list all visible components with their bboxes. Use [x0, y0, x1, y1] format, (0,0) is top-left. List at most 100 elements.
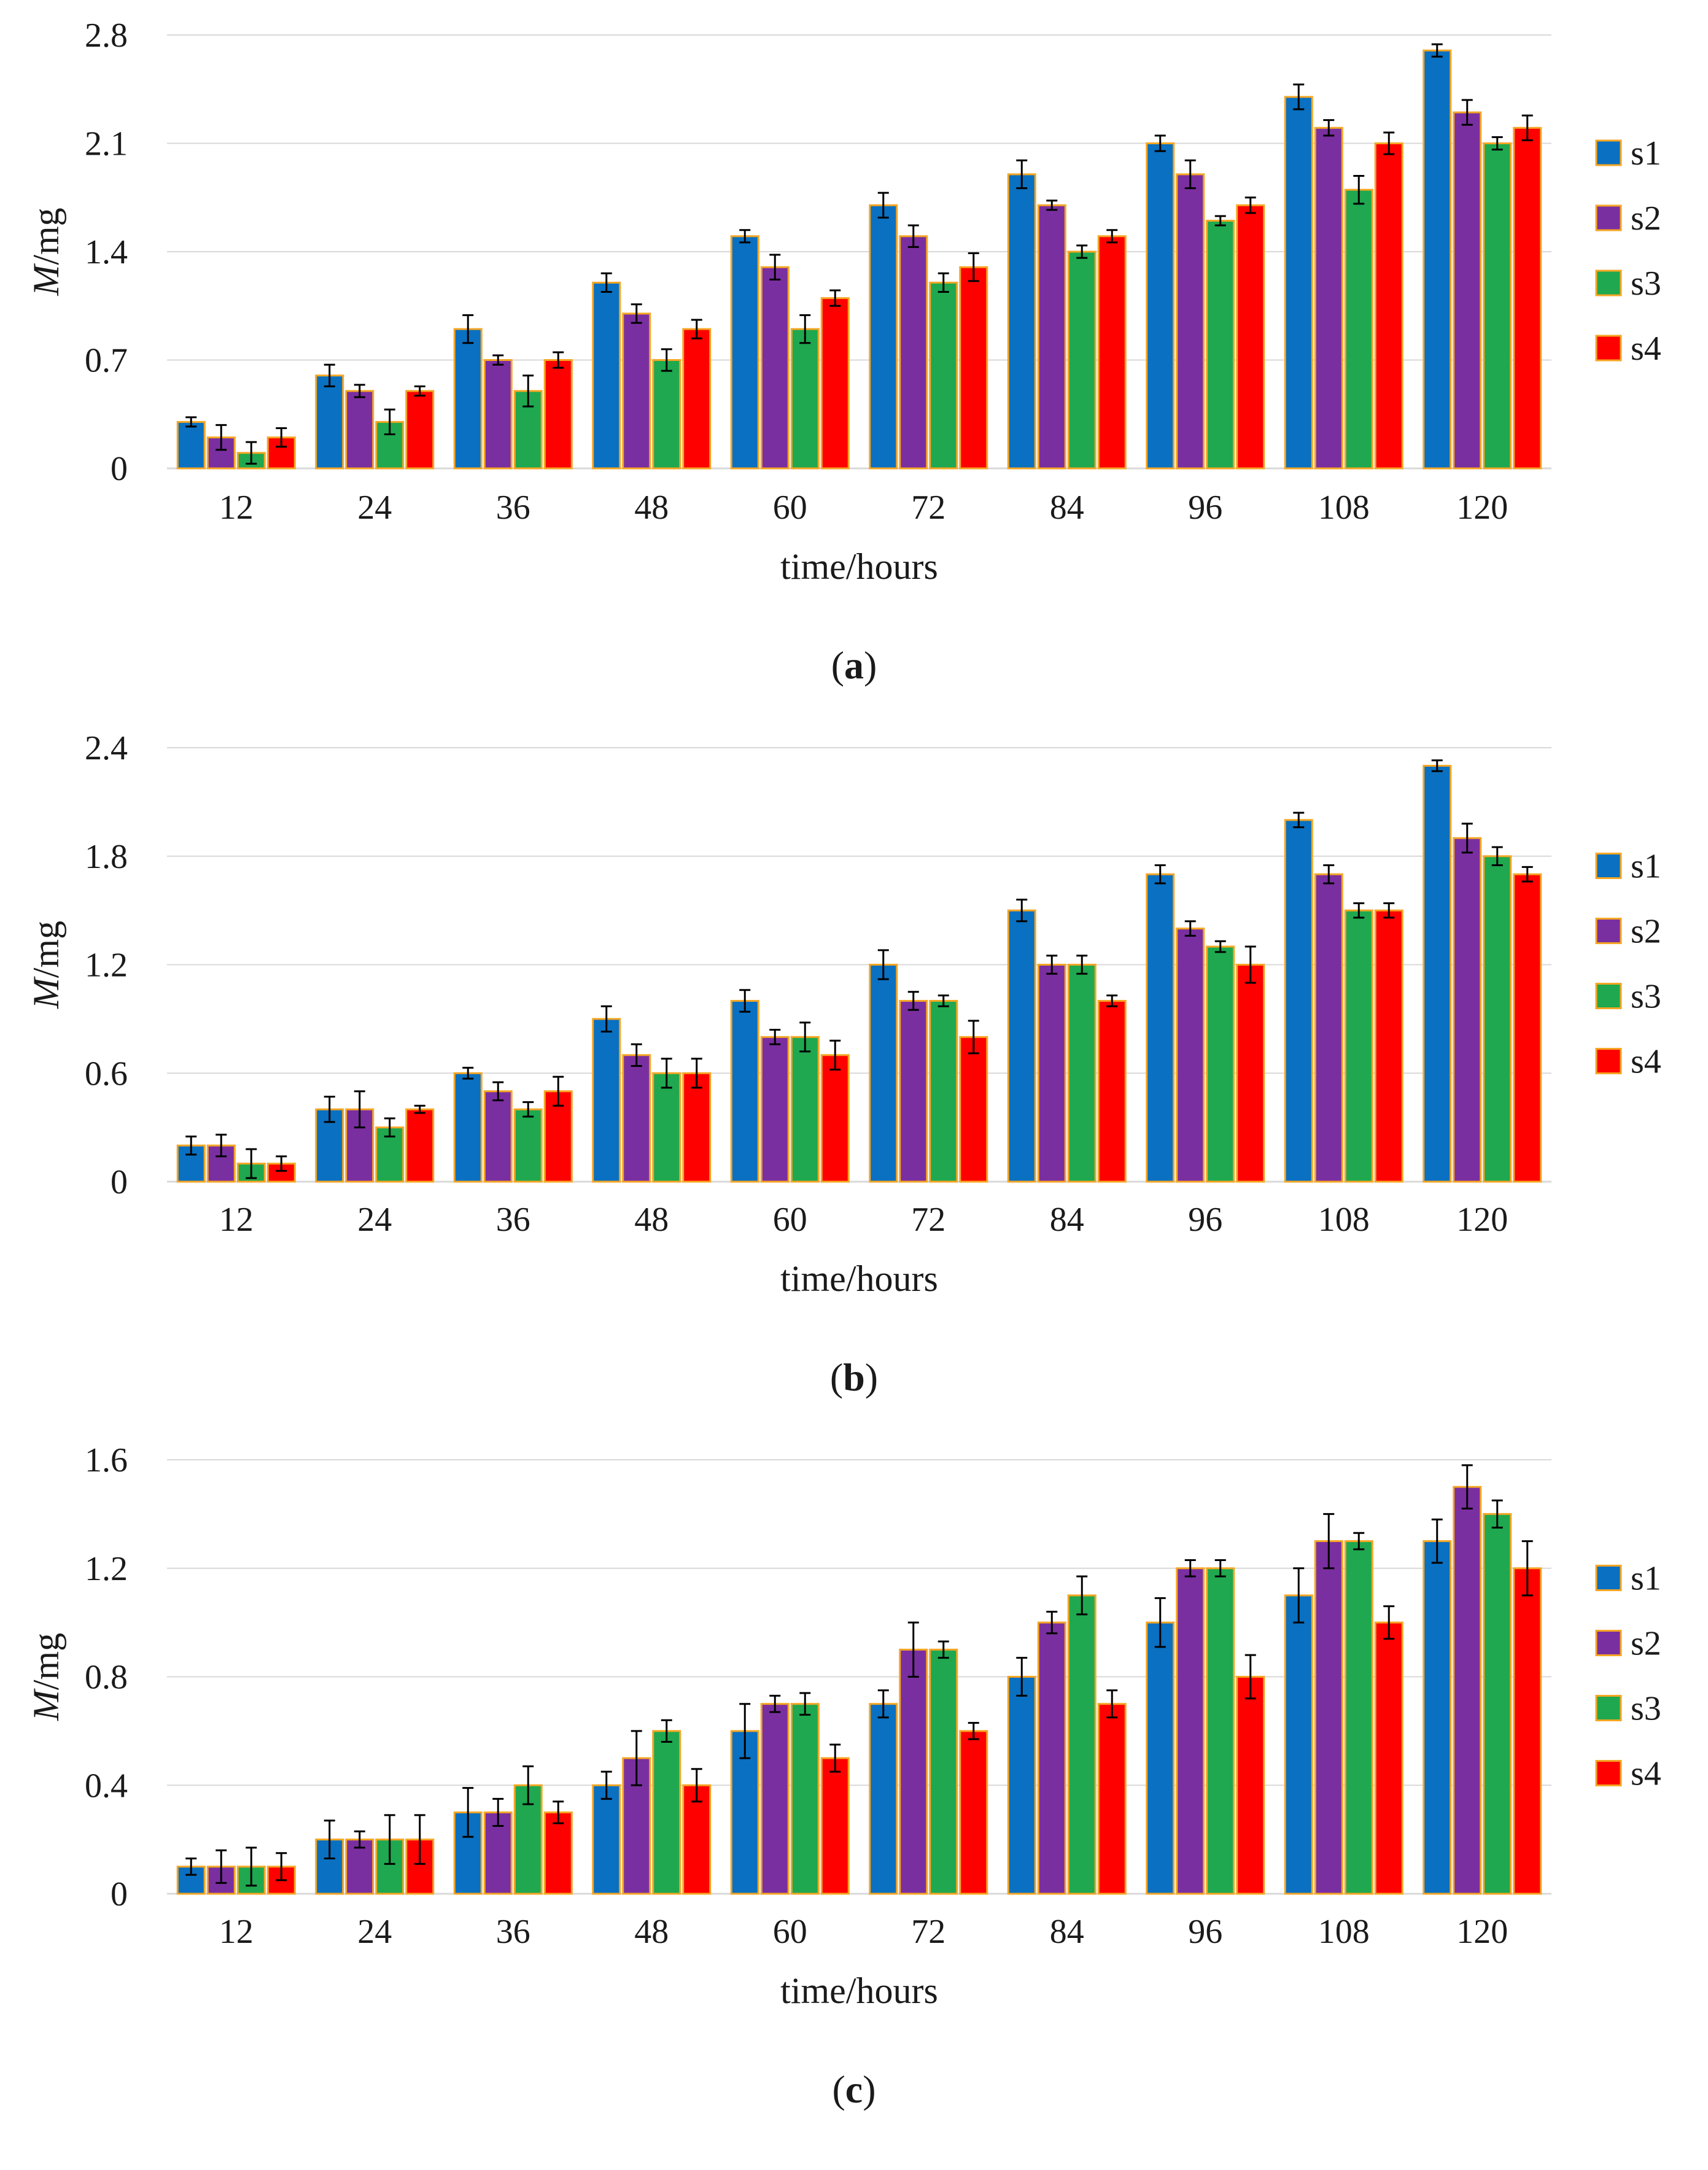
bar-s1-120 — [1423, 1540, 1452, 1895]
legend-label-s2: s2 — [1631, 1625, 1661, 1663]
bar-s2-120 — [1453, 837, 1482, 1183]
caption-letter: a — [844, 643, 864, 687]
bar-s4-36 — [543, 1090, 573, 1183]
caption-paren-close: ) — [865, 1355, 878, 1399]
legend: s1 s2 s3 s4 — [1595, 848, 1661, 1081]
y-tick-label: 1.2 — [85, 947, 128, 985]
bar-s1-120 — [1423, 49, 1452, 470]
x-tick-label: 72 — [911, 489, 945, 527]
bar-s3-96 — [1206, 1567, 1235, 1895]
bar-s1-96 — [1146, 1621, 1175, 1895]
caption-letter: b — [843, 1355, 865, 1399]
y-tick-label: 0.4 — [85, 1767, 128, 1805]
bar-s3-84 — [1067, 1594, 1097, 1895]
y-axis-label-symbol: M — [26, 976, 66, 1009]
bar-s4-36 — [543, 359, 573, 470]
x-tick-label: 24 — [357, 1913, 392, 1951]
caption-paren-open: ( — [831, 643, 844, 687]
bar-s3-36 — [513, 1108, 543, 1183]
bar-s3-108 — [1344, 1540, 1373, 1895]
bar-s2-24 — [345, 390, 375, 470]
x-tick-label: 36 — [496, 489, 530, 527]
bar-s4-48 — [682, 1072, 712, 1183]
x-tick-label: 60 — [773, 1201, 807, 1239]
caption-paren-close: ) — [864, 643, 877, 687]
bar-s2-48 — [622, 1054, 651, 1183]
bar-s2-84 — [1037, 1621, 1066, 1895]
legend-label-s2: s2 — [1631, 913, 1661, 951]
x-tick-label: 96 — [1188, 1201, 1222, 1239]
chart-panel-b: 0 0.6 1.2 1.8 2.4 12 24 36 48 60 72 84 96 108 120 time/… — [26, 729, 1661, 1399]
y-tick-label: 0.8 — [85, 1659, 128, 1697]
x-tick-label: 72 — [911, 1201, 945, 1239]
bar-s1-84 — [1007, 173, 1036, 470]
bar-s1-96 — [1146, 142, 1175, 470]
bar-s2-96 — [1176, 173, 1205, 470]
bar-s2-72 — [899, 1648, 928, 1895]
bar-s2-48 — [622, 312, 651, 470]
legend-label-s4: s4 — [1631, 330, 1661, 368]
legend-label-s3: s3 — [1631, 978, 1661, 1016]
x-tick-label: 36 — [496, 1201, 530, 1239]
y-axis-label-unit: /mg — [26, 1633, 66, 1690]
bar-s3-60 — [790, 328, 820, 470]
bar-s1-108 — [1284, 819, 1313, 1183]
bar-s1-108 — [1284, 1594, 1313, 1895]
bar-s4-24 — [405, 390, 435, 470]
bar-s4-72 — [959, 1730, 988, 1895]
caption-paren-open: ( — [832, 2067, 845, 2111]
legend-swatch-s1 — [1595, 1565, 1622, 1591]
bar-s2-36 — [483, 359, 513, 470]
bar-s4-24 — [405, 1108, 435, 1183]
y-axis-label-symbol: M — [26, 263, 66, 296]
legend: s1 s2 s3 s4 — [1595, 134, 1661, 368]
legend-label-s1: s1 — [1631, 848, 1661, 886]
bar-s1-72 — [869, 204, 898, 470]
legend-label-s4: s4 — [1631, 1043, 1661, 1081]
bar-s3-84 — [1067, 964, 1097, 1183]
chart-panel-c: 0 0.4 0.8 1.2 1.6 12 24 36 48 60 72 84 96 108 120 time/… — [26, 1441, 1661, 2111]
y-axis-label-unit: /mg — [26, 921, 66, 978]
bar-s4-72 — [959, 1036, 988, 1183]
panel-caption: (a) — [831, 643, 877, 687]
bar-s4-84 — [1097, 1703, 1127, 1895]
legend-label-s1: s1 — [1631, 134, 1661, 172]
legend-swatch-s4 — [1595, 1760, 1622, 1786]
bar-s4-60 — [820, 1054, 850, 1183]
bar-s2-108 — [1314, 873, 1343, 1183]
bar-s2-60 — [760, 1703, 790, 1895]
bar-s1-120 — [1423, 764, 1452, 1183]
bar-s1-84 — [1007, 1676, 1036, 1895]
x-tick-label: 24 — [357, 489, 392, 527]
bar-s2-84 — [1037, 964, 1066, 1183]
bar-s4-108 — [1374, 142, 1403, 470]
bar-s4-108 — [1374, 1621, 1403, 1895]
bar-s3-48 — [652, 1072, 681, 1183]
legend-swatch-s4 — [1595, 1048, 1622, 1074]
y-axis-label-symbol: M — [26, 1688, 66, 1721]
x-tick-label: 84 — [1050, 1913, 1084, 1951]
y-tick-label: 0 — [111, 450, 128, 488]
y-tick-label: 1.8 — [85, 838, 128, 876]
bar-s2-120 — [1453, 111, 1482, 470]
bar-s2-108 — [1314, 126, 1343, 470]
legend-swatch-s3 — [1595, 269, 1622, 296]
y-axis-label-unit: /mg — [26, 207, 66, 265]
bar-s2-60 — [760, 266, 790, 470]
bar-s3-48 — [652, 1730, 681, 1895]
y-tick-label: 0.7 — [85, 342, 128, 380]
x-tick-label: 120 — [1456, 489, 1508, 527]
bar-s4-72 — [959, 266, 988, 470]
x-axis-label: time/hours — [780, 546, 938, 587]
bar-s3-96 — [1206, 220, 1235, 470]
y-tick-label: 0 — [111, 1875, 128, 1913]
legend-label-s2: s2 — [1631, 200, 1661, 238]
bar-s3-60 — [790, 1703, 820, 1895]
y-tick-label: 0.6 — [85, 1055, 128, 1093]
x-tick-label: 108 — [1318, 1201, 1370, 1239]
bar-s4-96 — [1236, 964, 1265, 1183]
bar-s3-48 — [652, 359, 681, 470]
bar-s2-72 — [899, 999, 928, 1183]
x-tick-label: 24 — [357, 1201, 392, 1239]
legend-label-s1: s1 — [1631, 1560, 1661, 1598]
